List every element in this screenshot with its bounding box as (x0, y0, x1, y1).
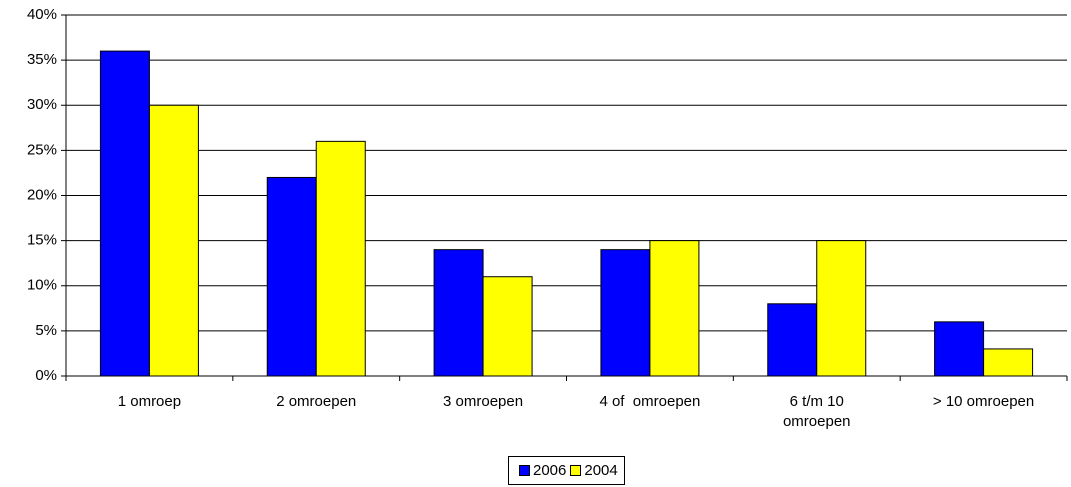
x-tick-label: 6 t/m 10 omroepen (782, 393, 851, 430)
y-tick-label: 20% (27, 186, 57, 203)
y-tick-label: 40% (27, 6, 57, 23)
y-tick-label: 25% (27, 141, 57, 158)
x-tick-label: > 10 omroepen (932, 393, 1035, 410)
bar (600, 249, 651, 377)
y-tick-label: 0% (35, 367, 57, 384)
bar (816, 240, 867, 377)
x-tick-label: 4 of omroepen (599, 393, 701, 410)
legend-label: 2006 (533, 462, 567, 479)
bar (983, 348, 1034, 377)
y-tick-label: 10% (27, 277, 57, 294)
y-tick-label: 35% (27, 51, 57, 68)
bar (767, 303, 818, 377)
legend: 2006 2004 (508, 456, 625, 485)
bar (315, 140, 366, 377)
legend-swatch (570, 465, 582, 476)
bar (649, 240, 700, 377)
bar (148, 104, 199, 377)
bar (482, 276, 533, 377)
y-tick-label: 5% (35, 322, 57, 339)
x-tick-label: 1 omroep (117, 393, 182, 410)
y-tick-label: 15% (27, 232, 57, 249)
x-tick-label: 3 omroepen (443, 393, 524, 410)
bar (433, 249, 484, 377)
bar (266, 176, 317, 377)
bar (934, 321, 985, 377)
bar (99, 50, 150, 377)
legend-label: 2004 (584, 462, 618, 479)
y-tick-label: 30% (27, 96, 57, 113)
x-tick-label: 2 omroepen (276, 393, 357, 410)
legend-swatch (519, 465, 530, 476)
